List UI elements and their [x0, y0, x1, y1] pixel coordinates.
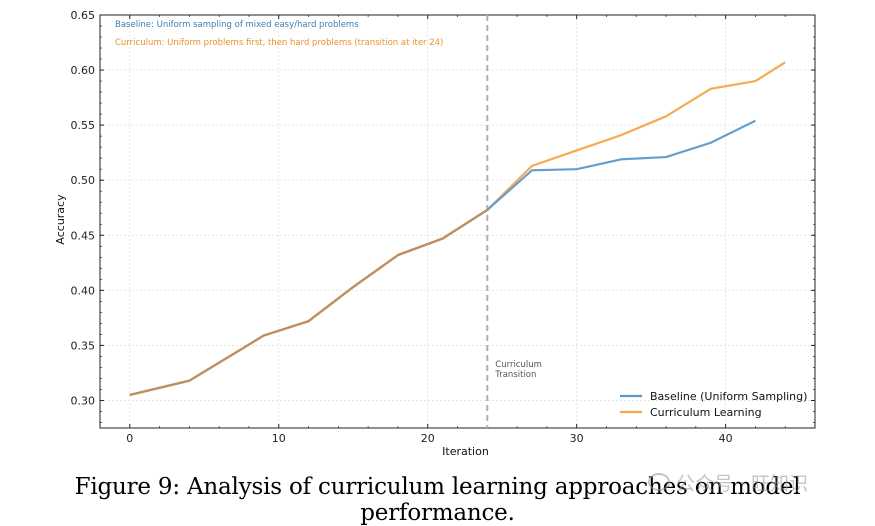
transition-label-line1: Curriculum — [495, 360, 542, 370]
x-tick-label: 40 — [719, 432, 733, 445]
y-tick-label: 0.30 — [71, 394, 96, 407]
x-tick-label: 30 — [570, 432, 584, 445]
transition-label-line2: Transition — [494, 370, 536, 380]
annotation-0: Baseline: Uniform sampling of mixed easy… — [115, 20, 359, 30]
plot-frame — [99, 14, 816, 429]
y-tick-label: 0.50 — [71, 174, 96, 187]
watermark: 公众号 · 旺知识 — [648, 468, 858, 496]
x-tick-label: 0 — [126, 432, 133, 445]
x-tick-label: 10 — [272, 432, 286, 445]
y-axis-title: Accuracy — [54, 194, 67, 245]
legend-label-0: Baseline (Uniform Sampling) — [650, 390, 807, 403]
figure-caption: Figure 9: Analysis of curriculum learnin… — [74, 474, 801, 526]
x-axis-title: Iteration — [442, 445, 489, 458]
watermark-text: 公众号 · 旺知识 — [676, 472, 809, 495]
x-tick-label: 20 — [421, 432, 435, 445]
annotation-1: Curriculum: Uniform problems first, then… — [115, 38, 443, 48]
legend-label-1: Curriculum Learning — [650, 406, 762, 419]
line-chart-svg: 0.30 0.35 0.40 0.45 0.50 0.55 0.60 0.65 0 10 20 30 4… — [54, 9, 816, 458]
y-tick-label: 0.60 — [71, 64, 96, 77]
shared-segment-line — [129, 209, 488, 397]
chart: 0.30 0.35 0.40 0.45 0.50 0.55 0.60 0.65 0 10 20 30 4… — [54, 9, 816, 458]
y-tick-label: 0.35 — [71, 339, 96, 352]
y-tick-label: 0.55 — [71, 119, 96, 132]
wechat-icon — [648, 473, 670, 491]
y-tick-label: 0.40 — [71, 284, 96, 297]
y-tick-label: 0.65 — [71, 9, 96, 22]
series-line-0 — [129, 119, 756, 397]
y-tick-label: 0.45 — [71, 229, 96, 242]
